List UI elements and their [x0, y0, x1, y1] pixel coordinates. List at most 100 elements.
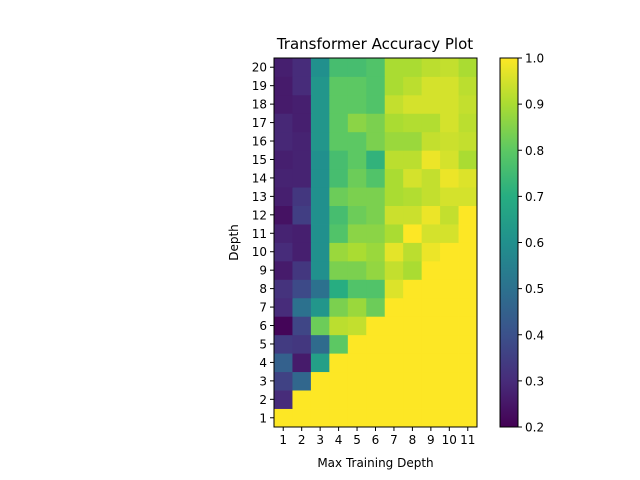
- heatmap-cell: [421, 334, 441, 354]
- heatmap-cell: [440, 316, 459, 336]
- heatmap-cell: [310, 260, 330, 280]
- heatmap-cell: [366, 76, 386, 96]
- heatmap-cell: [403, 187, 423, 206]
- heatmap-cell: [421, 94, 441, 114]
- heatmap-cell: [366, 58, 386, 77]
- heatmap-cell: [366, 150, 386, 170]
- heatmap-cell: [274, 242, 293, 262]
- heatmap-cell: [347, 242, 367, 262]
- heatmap-cell: [384, 371, 404, 391]
- x-tick-label: 9: [427, 433, 435, 447]
- heatmap-cell: [292, 76, 312, 96]
- heatmap-cell: [403, 260, 423, 280]
- heatmap-cell: [384, 168, 404, 188]
- heatmap-cell: [458, 113, 478, 133]
- colorbar-tick-label: 0.2: [525, 421, 544, 435]
- heatmap-cell: [440, 187, 459, 206]
- heatmap-cell: [440, 131, 459, 151]
- heatmap-cell: [458, 408, 478, 428]
- x-tick-label: 5: [353, 433, 361, 447]
- heatmap-cell: [310, 205, 330, 225]
- heatmap-cell: [458, 224, 478, 243]
- heatmap-cell: [292, 242, 312, 262]
- heatmap-cell: [421, 168, 441, 188]
- heatmap-cell: [384, 390, 404, 409]
- heatmap-cell: [421, 408, 441, 428]
- heatmap-cell: [310, 390, 330, 409]
- heatmap-cell: [347, 131, 367, 151]
- heatmap-cell: [440, 150, 459, 170]
- heatmap-cell: [458, 297, 478, 317]
- heatmap-cell: [292, 353, 312, 373]
- heatmap-cell: [458, 334, 478, 354]
- heatmap-cell: [440, 260, 459, 280]
- heatmap-cell: [421, 242, 441, 262]
- heatmap-cell: [458, 371, 478, 391]
- heatmap-cell: [384, 297, 404, 317]
- heatmap-cell: [403, 279, 423, 299]
- heatmap-cell: [384, 316, 404, 336]
- heatmap-cell: [458, 205, 478, 225]
- heatmap-cell: [403, 353, 423, 373]
- heatmap-cell: [329, 353, 349, 373]
- heatmap-cell: [366, 94, 386, 114]
- heatmap-cell: [274, 205, 293, 225]
- heatmap-cell: [310, 150, 330, 170]
- heatmap-cell: [421, 131, 441, 151]
- heatmap-cell: [310, 131, 330, 151]
- heatmap-cell: [292, 371, 312, 391]
- heatmap-cell: [440, 279, 459, 299]
- heatmap-cell: [292, 408, 312, 428]
- heatmap-cell: [310, 58, 330, 77]
- heatmap-cell: [440, 205, 459, 225]
- heatmap-cell: [292, 168, 312, 188]
- heatmap-cell: [458, 316, 478, 336]
- heatmap-cell: [274, 297, 293, 317]
- heatmap-cell: [403, 297, 423, 317]
- heatmap-cell: [440, 353, 459, 373]
- heatmap-cell: [310, 224, 330, 243]
- x-tick-label: 1: [279, 433, 287, 447]
- heatmap-cell: [310, 76, 330, 96]
- heatmap-cell: [421, 58, 441, 77]
- heatmap-cell: [329, 242, 349, 262]
- heatmap-cell: [440, 408, 459, 428]
- colorbar-tick-label: 1.0: [525, 52, 544, 66]
- heatmap-cell: [310, 187, 330, 206]
- heatmap-cell: [366, 224, 386, 243]
- y-tick-label: 10: [252, 245, 267, 259]
- y-tick-label: 14: [252, 171, 267, 185]
- heatmap-cell: [403, 150, 423, 170]
- heatmap-cell: [310, 242, 330, 262]
- heatmap-cell: [292, 150, 312, 170]
- heatmap-cell: [403, 58, 423, 77]
- heatmap-cell: [329, 224, 349, 243]
- heatmap-cell: [310, 94, 330, 114]
- heatmap-cell: [366, 168, 386, 188]
- heatmap-cell: [458, 131, 478, 151]
- heatmap-cell: [292, 297, 312, 317]
- heatmap-cell: [440, 371, 459, 391]
- heatmap-cell: [274, 187, 293, 206]
- colorbar-tick-label: 0.3: [525, 374, 544, 388]
- heatmap-cell: [366, 131, 386, 151]
- heatmap-cell: [458, 390, 478, 409]
- heatmap-cell: [292, 334, 312, 354]
- heatmap-cell: [274, 316, 293, 336]
- heatmap-cell: [310, 113, 330, 133]
- y-tick-label: 18: [252, 98, 267, 112]
- heatmap-cell: [274, 334, 293, 354]
- heatmap-cell: [329, 131, 349, 151]
- heatmap-cell: [329, 390, 349, 409]
- heatmap-cell: [384, 205, 404, 225]
- heatmap-cell: [292, 131, 312, 151]
- heatmap-cell: [274, 224, 293, 243]
- heatmap-cell: [310, 334, 330, 354]
- heatmap-cell: [384, 150, 404, 170]
- heatmap-cell: [292, 279, 312, 299]
- heatmap-cell: [403, 408, 423, 428]
- heatmap-cell: [421, 390, 441, 409]
- heatmap-cell: [347, 150, 367, 170]
- heatmap-cell: [329, 168, 349, 188]
